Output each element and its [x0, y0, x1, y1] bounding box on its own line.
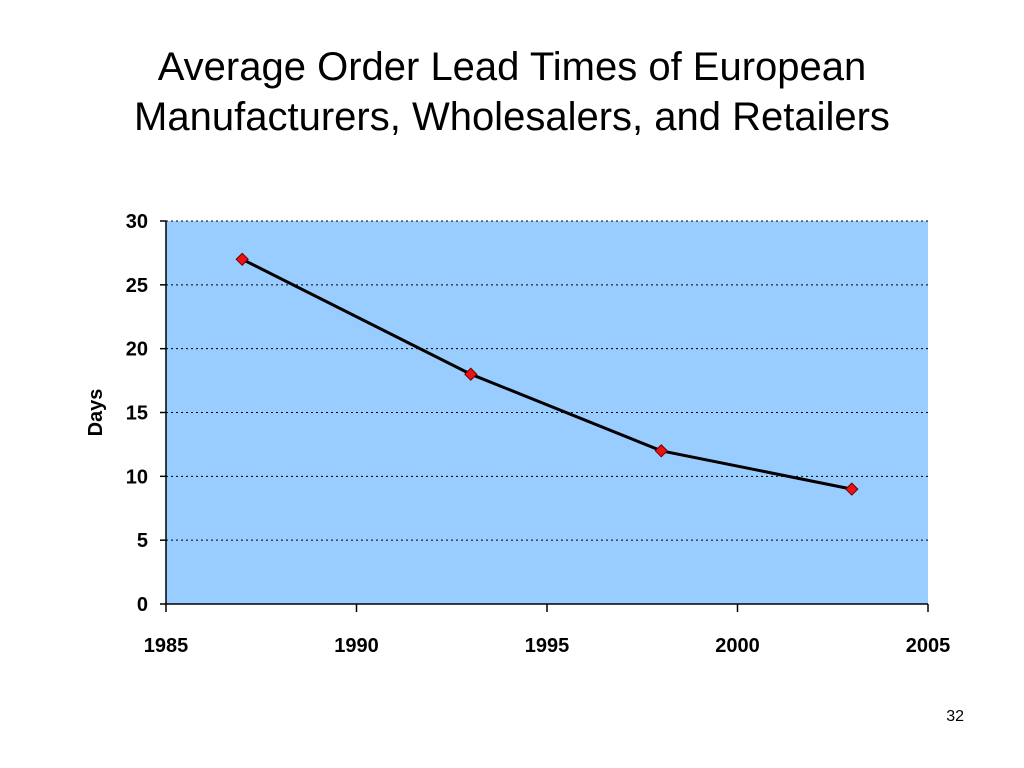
slide-title: Average Order Lead Times of European Man…	[0, 42, 1024, 142]
y-axis: 0 5 10 15 20 25 30	[126, 211, 167, 616]
data-point-marker	[464, 367, 478, 381]
y-tick-label: 15	[126, 403, 148, 425]
y-tick-label: 30	[126, 211, 148, 233]
data-point-marker	[654, 444, 669, 458]
x-tick-label: 1990	[334, 635, 379, 657]
y-tick-label: 5	[137, 530, 148, 552]
x-tick-label: 1995	[525, 635, 570, 657]
data-point-marker	[235, 252, 249, 267]
series-line	[241, 257, 853, 491]
y-axis-label: Days	[85, 389, 107, 437]
y-tick-label: 0	[137, 594, 148, 616]
x-tick-label: 1985	[144, 635, 189, 657]
slide-title-line-2: Manufacturers, Wholesalers, and Retailer…	[134, 95, 890, 139]
y-tick-label: 20	[126, 339, 148, 361]
x-axis: 1985 1990 1995 2000 2005	[144, 603, 951, 657]
x-tick-label: 2000	[715, 635, 760, 657]
data-point-marker	[845, 482, 859, 496]
data-markers	[235, 252, 859, 496]
y-tick-label: 10	[126, 466, 148, 488]
y-tick-label: 25	[126, 275, 148, 297]
slide-title-line-1: Average Order Lead Times of European	[157, 45, 867, 89]
x-tick-label: 2005	[906, 635, 951, 657]
page-number: 32	[946, 708, 964, 725]
